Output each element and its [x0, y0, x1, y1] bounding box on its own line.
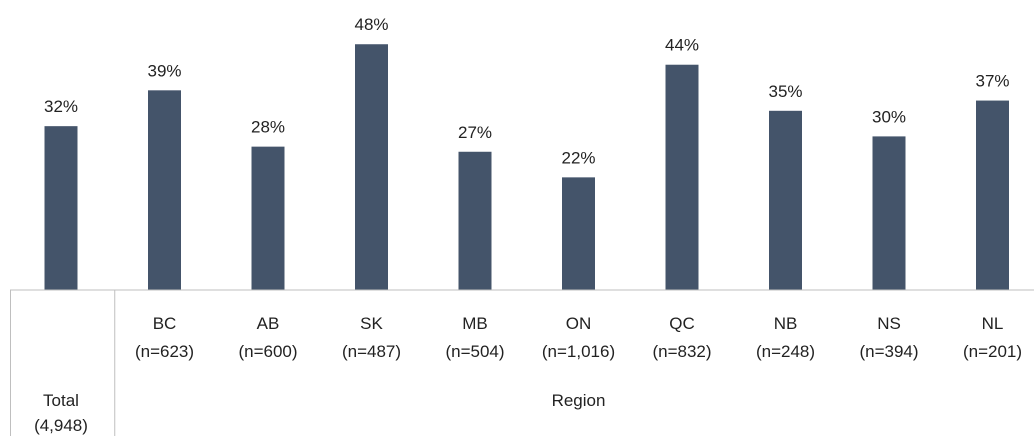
bar [251, 146, 285, 290]
tick-label-n: (n=394) [859, 342, 918, 361]
data-label: 32% [44, 97, 78, 116]
category-axis [10, 289, 1034, 436]
tick-label-n: (n=832) [652, 342, 711, 361]
bar [872, 136, 906, 290]
tick-label-n: (n=504) [445, 342, 504, 361]
group-label: Region [552, 391, 606, 410]
tick-label: QC [669, 314, 695, 333]
tick-label: SK [360, 314, 383, 333]
tick-label: AB [257, 314, 280, 333]
tick-label: ON [566, 314, 592, 333]
tick-label-n: (n=487) [342, 342, 401, 361]
bar [769, 110, 802, 290]
data-label: 22% [561, 148, 595, 167]
data-label: 44% [665, 36, 699, 55]
data-label: 28% [251, 118, 285, 137]
bars-layer [44, 44, 1009, 290]
group-labels-layer: Total (4,948) Region [34, 391, 605, 435]
bar [44, 126, 78, 290]
group-sublabel: (4,948) [34, 416, 88, 435]
value-labels-layer: 32% 39% 28% 48% 27% 22% 44% 35% 30% 37% [44, 15, 1010, 167]
group-label: Total [43, 391, 79, 410]
tick-label-n: (n=1,016) [542, 342, 615, 361]
tick-label: BC [153, 314, 177, 333]
tick-label-n: (n=201) [963, 342, 1022, 361]
category-labels-layer: BC (n=623) AB (n=600) SK (n=487) MB (n=504) ON (n… [135, 314, 1022, 361]
bar [976, 100, 1009, 290]
bar [665, 64, 699, 290]
tick-label-n: (n=600) [238, 342, 297, 361]
tick-label: NL [982, 314, 1004, 333]
tick-label: NB [774, 314, 798, 333]
tick-label-n: (n=248) [756, 342, 815, 361]
data-label: 39% [147, 61, 181, 80]
bar [355, 44, 388, 290]
bar [148, 90, 181, 290]
tick-label-n: (n=623) [135, 342, 194, 361]
data-label: 37% [975, 72, 1009, 91]
bar [458, 151, 492, 290]
tick-label: MB [462, 314, 488, 333]
tick-label: NS [877, 314, 901, 333]
bar [562, 177, 595, 290]
data-label: 27% [458, 123, 492, 142]
data-label: 48% [354, 15, 388, 34]
data-label: 35% [768, 82, 802, 101]
data-label: 30% [872, 107, 906, 126]
